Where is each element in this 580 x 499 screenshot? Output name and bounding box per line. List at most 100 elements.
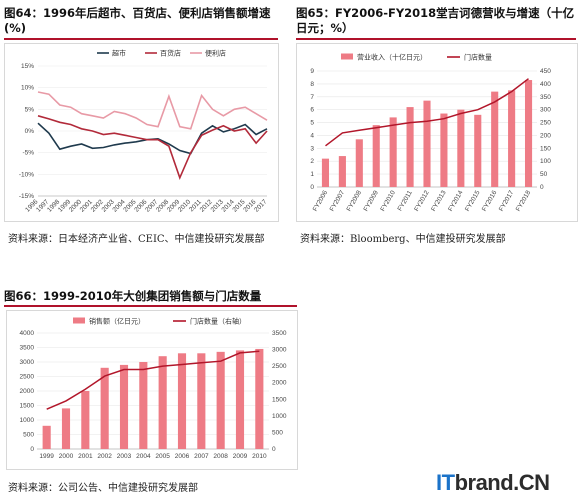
figure-66-source: 资料来源：公司公告、中信建投研究发展部: [8, 483, 198, 494]
chart-2-xtick: 2002: [97, 453, 112, 460]
chart-1-ytick-right: 400: [540, 81, 551, 88]
chart-1-ytick-left: 3: [310, 145, 314, 152]
chart-2-xtick: 2007: [194, 453, 209, 460]
chart-1-ytick-right: 50: [540, 171, 548, 178]
chart-66-svg: 4000 3500 3000 2500 2000 1500 1000 500 0 3500 3000…: [20, 317, 287, 461]
chart-2-xtick: 1999: [39, 453, 54, 460]
figure-64-rule: [4, 38, 278, 40]
chart-2-ytick-right: 2500: [272, 363, 287, 370]
chart-1-xtick: FY2013: [430, 189, 448, 213]
brand-watermark-prefix: IT: [436, 470, 455, 495]
chart-1-ytick-right: 250: [540, 120, 551, 127]
chart-2-ytick-left: 3000: [20, 359, 35, 366]
chart-1-legend-label-line: 门店数量: [464, 53, 492, 62]
chart-1-ytick-left: 8: [310, 81, 314, 88]
chart-2-ytick-right: 2000: [272, 380, 287, 387]
chart-1-xtick: FY2014: [447, 189, 465, 213]
chart-1-ytick-left: 9: [310, 68, 314, 75]
chart-2-ytick-left: 1000: [20, 417, 35, 424]
figure-65-rule: [296, 38, 576, 40]
chart-1-xtick: FY2015: [464, 189, 482, 213]
chart-2-series-line: [46, 350, 260, 410]
chart-1-xtick: FY2007: [329, 189, 347, 213]
chart-1-bar: [372, 125, 380, 187]
chart-1-bar: [355, 139, 363, 187]
chart-2-bar: [177, 353, 187, 449]
chart-1-bar: [524, 80, 533, 187]
chart-1-bar: [406, 107, 414, 187]
chart-1-xtick: FY2011: [397, 189, 414, 212]
chart-2-bar: [42, 425, 51, 449]
chart-2-ytick-right: 1000: [272, 413, 287, 420]
chart-64-ytick: 10%: [21, 85, 34, 92]
chart-64-ytick: -10%: [19, 171, 34, 178]
chart-1-ytick-left: 2: [310, 158, 314, 165]
chart-1-ytick-left: 6: [310, 107, 314, 114]
chart-2-legend-label-line: 门店数量（右轴）: [190, 317, 246, 326]
chart-2-ytick-left: 2500: [20, 374, 35, 381]
chart-1-xtick: FY2010: [379, 189, 397, 213]
chart-2-ytick-right: 1500: [272, 396, 287, 403]
chart-1-xtick: FY2012: [413, 189, 431, 213]
chart-2-legend-swatch-bar: [73, 317, 85, 324]
chart-64-series-line: [37, 115, 268, 181]
chart-64-ytick: 15%: [21, 63, 34, 70]
chart-2-ytick-left: 2000: [20, 388, 35, 395]
chart-2-xtick: 2004: [136, 453, 151, 460]
chart-2-ytick-left: 0: [30, 446, 34, 453]
chart-1-ytick-left: 1: [310, 171, 314, 178]
figure-64-source: 资料来源：日本经济产业省、CEIC、中信建投研究发展部: [8, 234, 265, 245]
chart-1-bar: [423, 100, 431, 187]
chart-66: 4000 3500 3000 2500 2000 1500 1000 500 0 3500 3000…: [6, 310, 298, 470]
chart-64-svg: 15%10%5%0%-5%-10%-15%1996199719981999200…: [19, 49, 269, 214]
chart-2-bar: [235, 350, 245, 449]
chart-64-legend-label: 便利店: [205, 49, 226, 58]
chart-64: 15% 10% 5% 0% -5% -10% -15% 1996 1997 1998 1999 200…: [4, 43, 279, 222]
chart-1-xtick: FY2008: [346, 189, 364, 213]
chart-64-ytick: -15%: [19, 193, 34, 200]
chart-2-xtick: 2003: [117, 453, 132, 460]
chart-1-ytick-right: 300: [540, 107, 551, 114]
chart-2-ytick-right: 500: [272, 429, 283, 436]
chart-1-bar: [491, 91, 499, 187]
chart-1-legend-label-bar: 营业收入（十亿日元）: [357, 53, 427, 62]
chart-2-ytick-right: 3500: [272, 330, 287, 337]
chart-2-ytick-left: 500: [23, 432, 34, 439]
chart-2-bar: [139, 362, 148, 449]
chart-2-bar: [100, 367, 109, 449]
chart-2-xtick: 2001: [78, 453, 93, 460]
chart-65-svg: 9876543210450400350300250200150100500FY2…: [310, 53, 551, 213]
chart-2-ytick-right: 3000: [272, 347, 287, 354]
chart-2-xtick: 2010: [252, 453, 267, 460]
brand-watermark-rest: brand.CN: [454, 470, 551, 495]
chart-64-legend-label: 超市: [112, 49, 126, 58]
chart-2-bar: [255, 348, 264, 449]
chart-2-bar: [119, 364, 129, 449]
chart-1-bar: [474, 114, 482, 187]
chart-1-ytick-right: 150: [540, 145, 551, 152]
chart-1-xtick: FY2017: [498, 189, 516, 213]
brand-watermark: ITbrand.CN: [436, 470, 550, 496]
chart-2-ytick-left: 3500: [20, 345, 35, 352]
chart-1-xtick: FY2018: [515, 189, 533, 213]
chart-1-bar: [321, 158, 330, 187]
chart-1-ytick-right: 200: [540, 132, 551, 139]
chart-1-ytick-right: 100: [540, 158, 551, 165]
chart-65: 9 8 7 6 5 4 3 2 1 0 450 400 350 300 250 200 150 100 50 0 FY2…: [296, 43, 578, 222]
chart-1-bar: [457, 109, 465, 187]
chart-1-ytick-right: 350: [540, 94, 551, 101]
figure-64-title: 图64：1996年后超市、百货店、便利店销售额增速(%): [4, 6, 271, 35]
chart-2-ytick-left: 4000: [20, 330, 35, 337]
chart-1-xtick: FY2016: [481, 189, 499, 213]
chart-64-series-line: [37, 91, 268, 130]
chart-64-xtick: 2017: [253, 198, 268, 213]
chart-1-ytick-left: 7: [310, 94, 314, 101]
figure-65-source: 资料来源：Bloomberg、中信建投研究发展部: [300, 234, 506, 245]
figure-65-title: 图65：FY2006-FY2018堂吉诃德营收与增速（十亿日元；%）: [296, 6, 575, 35]
chart-2-xtick: 2006: [175, 453, 190, 460]
chart-2-bar: [61, 408, 71, 449]
chart-2-bar: [81, 391, 90, 449]
chart-64-series-line: [37, 122, 268, 155]
chart-1-ytick-left: 5: [310, 120, 314, 127]
chart-1-bar: [508, 90, 516, 187]
